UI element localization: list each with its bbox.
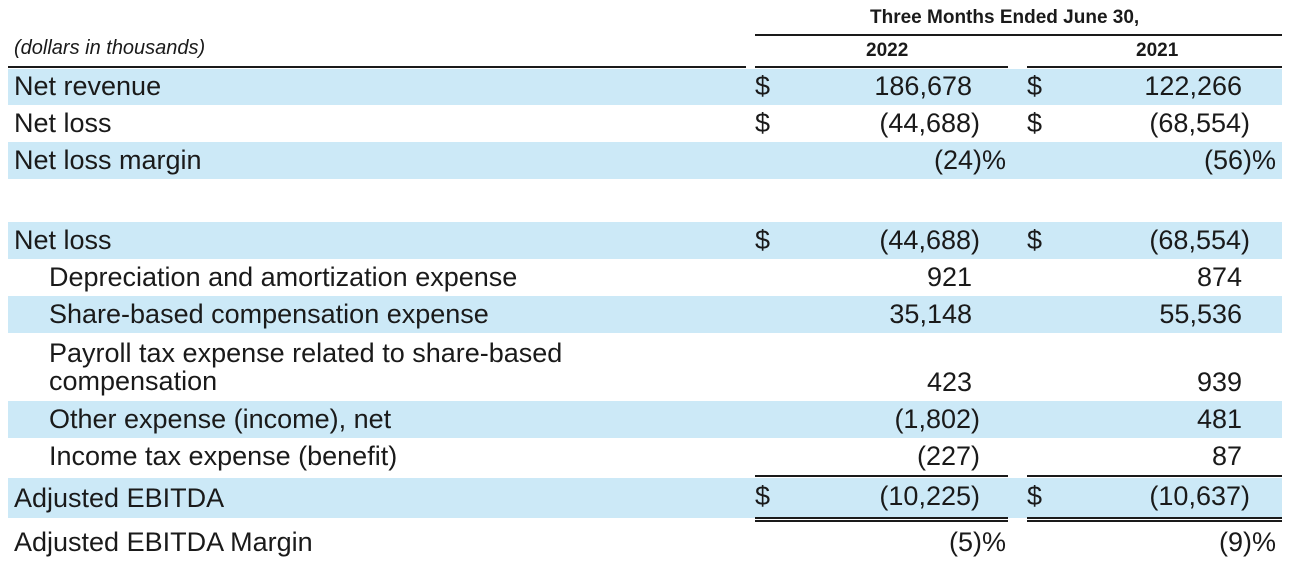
value-2022: 423	[926, 367, 972, 397]
value-2022: (44,688)	[879, 225, 980, 255]
value-2022: 921	[926, 262, 972, 292]
dollar-sign: $	[755, 71, 771, 101]
total-double-rule-2022	[755, 517, 1008, 522]
value-2022: (5)%	[838, 529, 1006, 556]
percent-sign: %	[981, 527, 1006, 557]
row-label: Share-based compensation expense	[49, 299, 489, 329]
column-header-2021: 2021	[1136, 40, 1179, 61]
row-label-line2: compensation	[49, 366, 218, 396]
row-label: Net loss	[14, 108, 112, 138]
units-note: (dollars in thousands)	[14, 37, 206, 59]
percent-sign: %	[1251, 527, 1276, 557]
dollar-sign: $	[1027, 225, 1043, 255]
row-label-line1: Payroll tax expense related to share-bas…	[49, 338, 563, 368]
subtotal-rule-2022	[755, 475, 1008, 477]
header-rule-2022	[755, 66, 1008, 68]
column-header-2022: 2022	[866, 40, 909, 61]
value-2021: (68,554)	[1149, 225, 1250, 255]
value-number: (24)	[933, 145, 982, 175]
value-2021: 939	[1196, 367, 1242, 397]
period-header-rule	[755, 34, 1282, 36]
value-2022: (1,802)	[894, 404, 980, 434]
table-row-depreciation: Depreciation and amortization expense 92…	[8, 259, 1282, 296]
row-label: Depreciation and amortization expense	[49, 262, 518, 292]
value-number: (5)	[948, 527, 982, 557]
value-2022: (227)	[916, 441, 980, 471]
dollar-sign: $	[755, 108, 771, 138]
value-number: (9)	[1218, 527, 1252, 557]
header-rule	[8, 66, 746, 68]
row-label: Net loss	[14, 225, 112, 255]
subtotal-rule-2021	[1027, 475, 1282, 477]
table-row-adjusted-ebitda: Adjusted EBITDA $ (10,225) $ (10,637)	[8, 478, 1282, 518]
dollar-sign: $	[755, 481, 771, 511]
row-label: Adjusted EBITDA	[14, 483, 225, 513]
row-label: Net loss margin	[14, 145, 202, 175]
dollar-sign: $	[1027, 108, 1043, 138]
table-row-net-loss-reconciliation: Net loss $ (44,688) $ (68,554)	[8, 222, 1282, 259]
table-row-payroll-tax: Payroll tax expense related to share-bas…	[8, 333, 1282, 401]
percent-sign: %	[981, 145, 1006, 175]
table-row-net-loss: Net loss $ (44,688) $ (68,554)	[8, 105, 1282, 142]
value-2022: (24)%	[838, 147, 1006, 174]
percent-sign: %	[1251, 145, 1276, 175]
value-2021: 874	[1196, 262, 1242, 292]
value-2021: 122,266	[1144, 71, 1242, 101]
dollar-sign: $	[755, 225, 771, 255]
header-rule-2021	[1027, 66, 1282, 68]
value-2021: 87	[1211, 441, 1242, 471]
table-row-net-loss-margin: Net loss margin (24)% (56)%	[8, 142, 1282, 179]
table-row-income-tax: Income tax expense (benefit) (227) 87	[8, 438, 1282, 475]
value-2022: (10,225)	[879, 481, 980, 511]
value-2022: 35,148	[889, 299, 972, 329]
dollar-sign: $	[1027, 71, 1043, 101]
row-label: Other expense (income), net	[49, 404, 392, 434]
value-2021: (10,637)	[1149, 481, 1250, 511]
value-2021: 55,536	[1159, 299, 1242, 329]
value-2022: 186,678	[874, 71, 972, 101]
value-2022: (44,688)	[879, 108, 980, 138]
period-header: Three Months Ended June 30,	[870, 7, 1140, 28]
row-label: Net revenue	[14, 71, 162, 101]
value-2021: (68,554)	[1149, 108, 1250, 138]
table-row-adjusted-ebitda-margin: Adjusted EBITDA Margin (5)% (9)%	[8, 522, 1282, 560]
value-2021: (9)%	[1108, 529, 1276, 556]
value-number: (56)	[1203, 145, 1252, 175]
dollar-sign: $	[1027, 481, 1043, 511]
table-row-net-revenue: Net revenue $ 186,678 $ 122,266	[8, 69, 1282, 105]
row-label: Adjusted EBITDA Margin	[14, 527, 313, 557]
total-double-rule-2021	[1027, 517, 1282, 522]
table-row-share-based-compensation: Share-based compensation expense 35,148 …	[8, 296, 1282, 333]
value-2021: 481	[1196, 404, 1242, 434]
value-2021: (56)%	[1108, 147, 1276, 174]
table-row-other-expense: Other expense (income), net (1,802) 481	[8, 401, 1282, 438]
row-label: Income tax expense (benefit)	[49, 441, 398, 471]
